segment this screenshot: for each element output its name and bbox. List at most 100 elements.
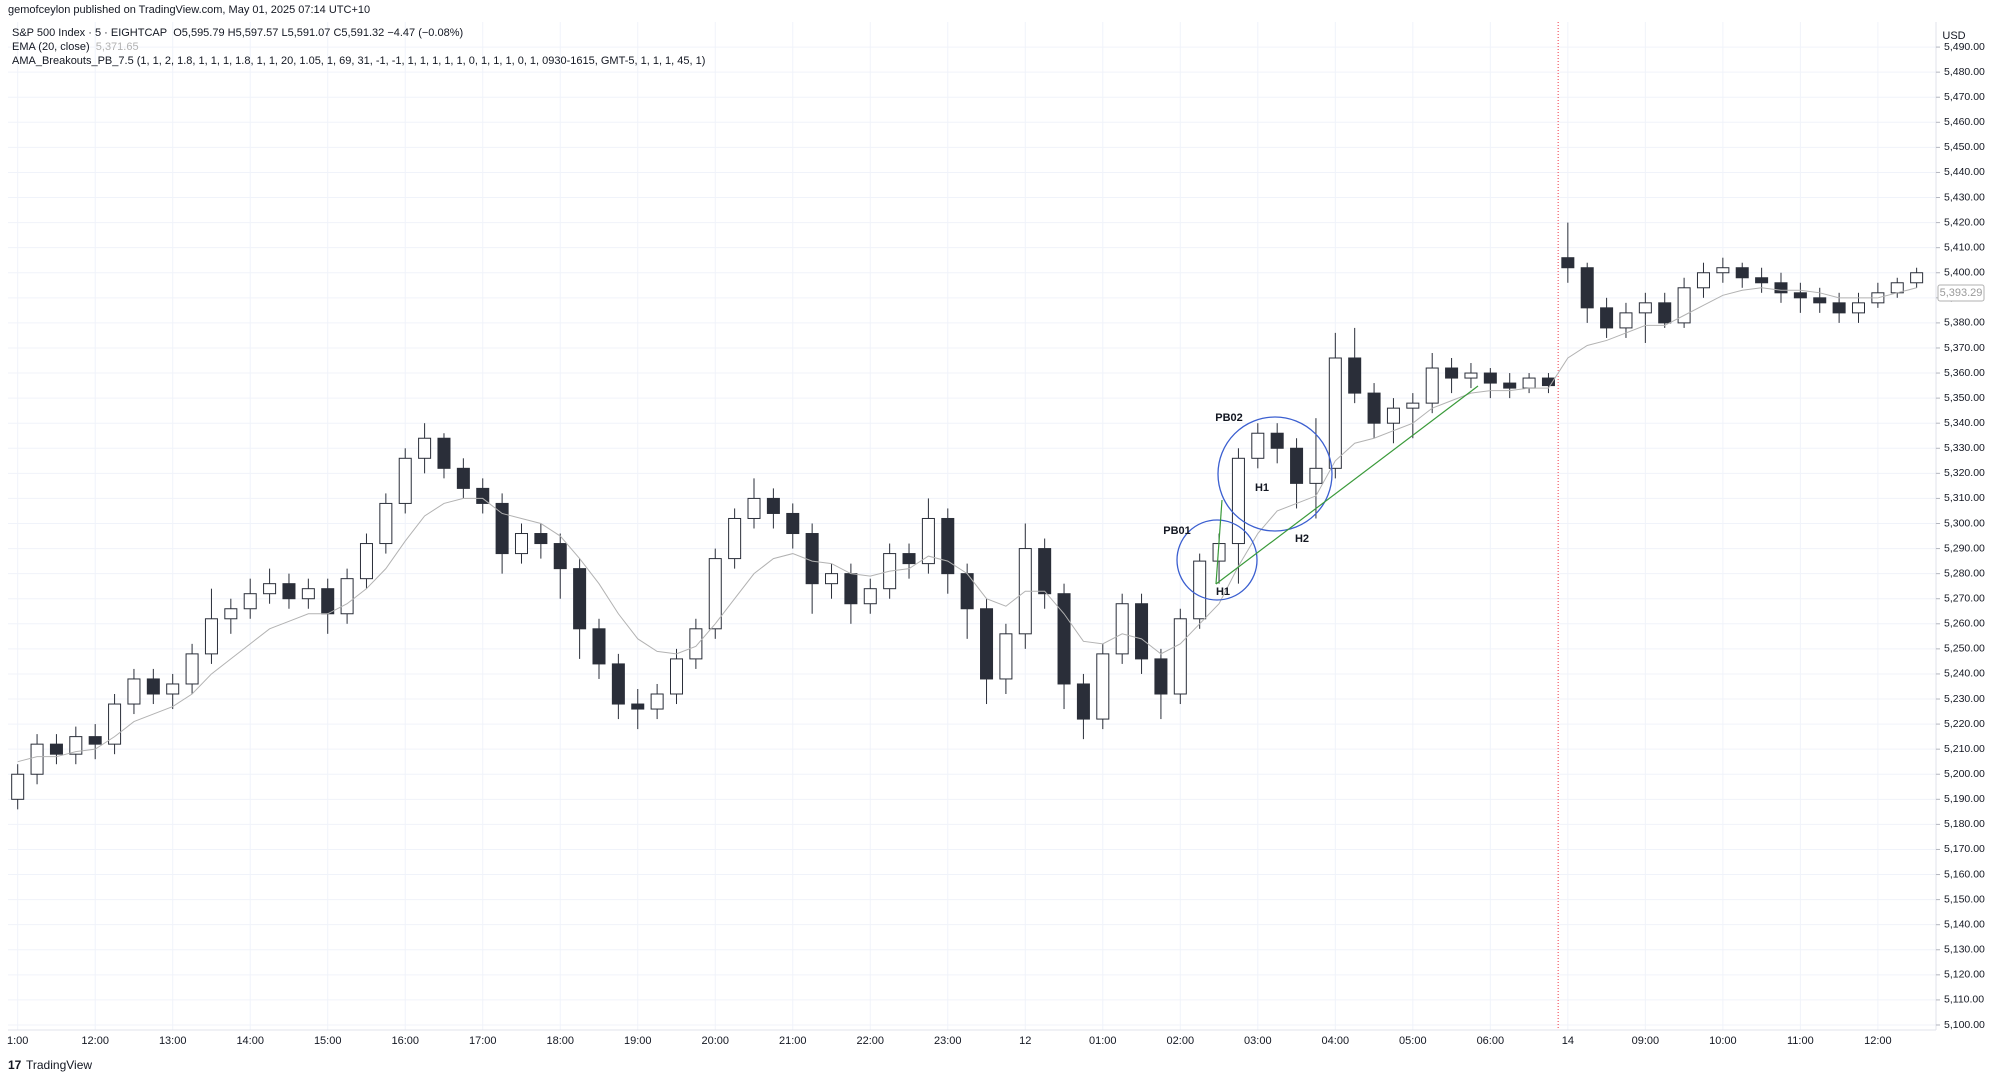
legend-indicator: AMA_Breakouts_PB_7.5 (1, 1, 2, 1.8, 1, 1… — [12, 55, 706, 67]
y-tick-label: 5,260.00 — [1944, 618, 1985, 630]
x-tick-label: 14 — [1562, 1035, 1574, 1047]
ema-line — [17, 287, 1917, 763]
ohlc: O5,595.79 — [173, 27, 225, 39]
price-axis: 5,100.00 5,110.00 5,120.00 5,130.00 5,140.00… — [7, 22, 1985, 1047]
candle-body — [921, 517, 935, 565]
candle-body — [1193, 560, 1207, 620]
candle-body — [514, 533, 528, 555]
candle-body — [359, 543, 373, 580]
candle-body — [573, 568, 587, 630]
legend-symbol: S&P 500 Index · 5 · EIGHTCAP O5,595.79 H… — [12, 27, 463, 39]
annotation: H1 — [1216, 586, 1230, 598]
y-tick-label: 5,480.00 — [1944, 66, 1985, 78]
candle-body — [902, 553, 916, 565]
annotation: H2 — [1295, 533, 1309, 545]
brand-logo: 17 — [8, 1058, 22, 1072]
x-tick-label: 05:00 — [1399, 1035, 1427, 1047]
ohlc: C5,591.32 — [333, 27, 385, 39]
candle-body — [1600, 307, 1614, 329]
candle-body — [127, 678, 141, 705]
x-tick-label: 23:00 — [934, 1035, 962, 1047]
y-tick-label: 5,250.00 — [1944, 643, 1985, 655]
candle-body — [534, 533, 548, 545]
candle-body — [805, 533, 819, 585]
x-tick-label: 22:00 — [857, 1035, 885, 1047]
candle-body — [747, 497, 761, 519]
y-tick-label: 5,110.00 — [1944, 994, 1984, 1006]
candle-body — [1793, 292, 1807, 299]
candle-body — [1755, 277, 1769, 284]
change: −4.47 (−0.08%) — [387, 27, 464, 39]
candle-body — [321, 588, 335, 615]
candle-body — [1096, 653, 1110, 720]
y-tick-label: 5,230.00 — [1944, 693, 1985, 705]
y-tick-label: 5,140.00 — [1944, 918, 1985, 930]
candle-body — [1464, 372, 1478, 379]
y-tick-label: 5,180.00 — [1944, 818, 1985, 830]
candle-body — [1057, 593, 1071, 685]
candle-body — [1658, 302, 1672, 324]
x-tick-label: 14:00 — [236, 1035, 264, 1047]
candle-body — [1348, 357, 1362, 394]
candle-body — [243, 593, 257, 610]
x-tick-label: 10:00 — [1709, 1035, 1737, 1047]
x-tick-label: 02:00 — [1167, 1035, 1195, 1047]
annotation: PB01 — [1163, 525, 1191, 537]
y-tick-label: 5,200.00 — [1944, 768, 1985, 780]
candle-body — [166, 683, 180, 695]
candle-body — [1851, 302, 1865, 314]
candle-body — [204, 618, 218, 655]
plot — [11, 222, 1924, 810]
candle-body — [863, 588, 877, 605]
candle-body — [1774, 282, 1788, 294]
x-tick-label: 20:00 — [701, 1035, 729, 1047]
brand: TradingView — [26, 1058, 92, 1072]
ema-value: 5,371.65 — [95, 41, 139, 53]
candle-body — [437, 437, 451, 469]
y-tick-label: 5,210.00 — [1944, 743, 1985, 755]
y-tick-label: 5,470.00 — [1944, 91, 1985, 103]
annotation: PB02 — [1215, 412, 1243, 424]
y-tick-label: 5,420.00 — [1944, 216, 1985, 228]
price-label-box — [1937, 284, 1985, 302]
candle-body — [398, 457, 412, 504]
x-tick-label: 1:00 — [7, 1035, 28, 1047]
y-tick-label: 5,320.00 — [1944, 467, 1985, 479]
candle-body — [1290, 447, 1304, 484]
candle-body — [476, 487, 490, 504]
candle-body — [1910, 272, 1924, 284]
candle-body — [1522, 377, 1536, 389]
y-tick-label: 5,300.00 — [1944, 517, 1985, 529]
x-tick-label: 12:00 — [1864, 1035, 1892, 1047]
candle-body — [631, 703, 645, 710]
x-tick-label: 11:00 — [1787, 1035, 1814, 1047]
candle-body — [844, 573, 858, 605]
candle-body — [1832, 302, 1846, 314]
ema-name: EMA (20, close) — [12, 41, 90, 53]
y-tick-label: 5,400.00 — [1944, 267, 1985, 279]
y-tick-label: 5,370.00 — [1944, 342, 1985, 354]
circle — [1176, 519, 1258, 601]
symbol: S&P 500 Index · 5 · EIGHTCAP — [12, 27, 168, 39]
x-tick-label: 17:00 — [469, 1035, 497, 1047]
candle-body — [1270, 432, 1284, 449]
legend-ema: EMA (20, close) 5,371.65 — [12, 41, 139, 53]
candle-body — [88, 736, 102, 745]
x-tick-label: 04:00 — [1322, 1035, 1350, 1047]
trend-line — [1215, 499, 1223, 585]
candle-body — [1406, 402, 1420, 409]
candle-body — [1716, 267, 1730, 274]
candle-body — [379, 502, 393, 545]
candle-body — [185, 653, 199, 685]
y-tick-label: 5,290.00 — [1944, 542, 1985, 554]
x-tick-label: 06:00 — [1477, 1035, 1505, 1047]
candle-body — [1328, 357, 1342, 469]
y-tick-label: 5,410.00 — [1944, 241, 1985, 253]
x-tick-label: 19:00 — [624, 1035, 652, 1047]
x-tick-label: 12 — [1019, 1035, 1031, 1047]
candle-body — [456, 467, 470, 489]
candle-body — [728, 517, 742, 560]
y-tick-label: 5,330.00 — [1944, 442, 1985, 454]
